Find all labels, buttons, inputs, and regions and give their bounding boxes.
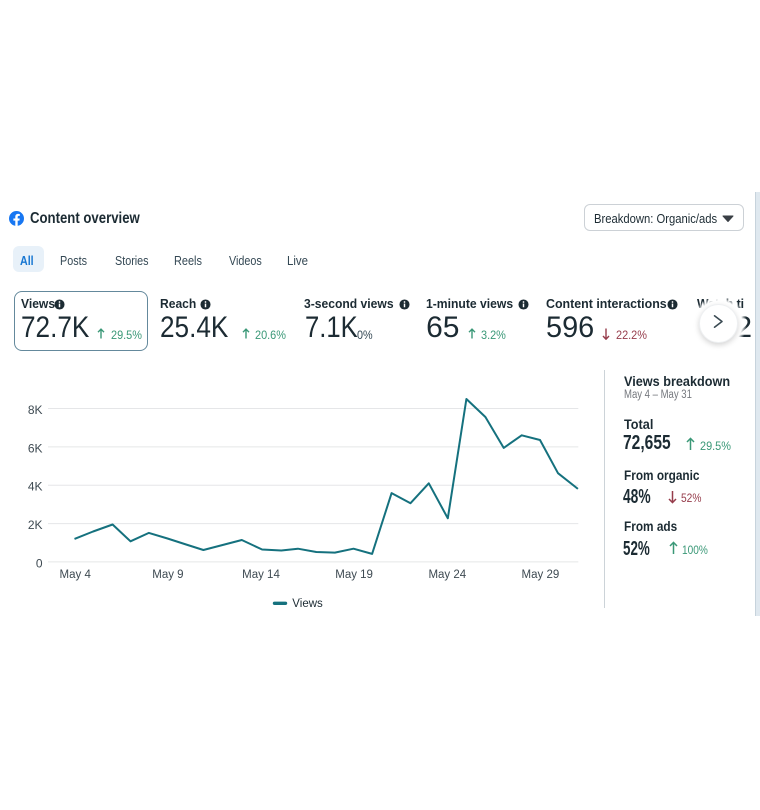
svg-text:Views: Views	[292, 598, 323, 610]
svg-text:May 9: May 9	[152, 569, 183, 581]
svg-text:May 29: May 29	[522, 569, 560, 581]
svg-text:8K: 8K	[28, 403, 43, 417]
svg-text:0: 0	[36, 556, 43, 570]
svg-text:May 4: May 4	[60, 569, 92, 581]
svg-text:2K: 2K	[28, 518, 43, 532]
svg-text:May 24: May 24	[428, 569, 466, 581]
svg-text:May 14: May 14	[242, 569, 280, 581]
svg-text:6K: 6K	[28, 441, 43, 455]
svg-text:4K: 4K	[28, 480, 43, 494]
svg-text:May 19: May 19	[335, 569, 373, 581]
